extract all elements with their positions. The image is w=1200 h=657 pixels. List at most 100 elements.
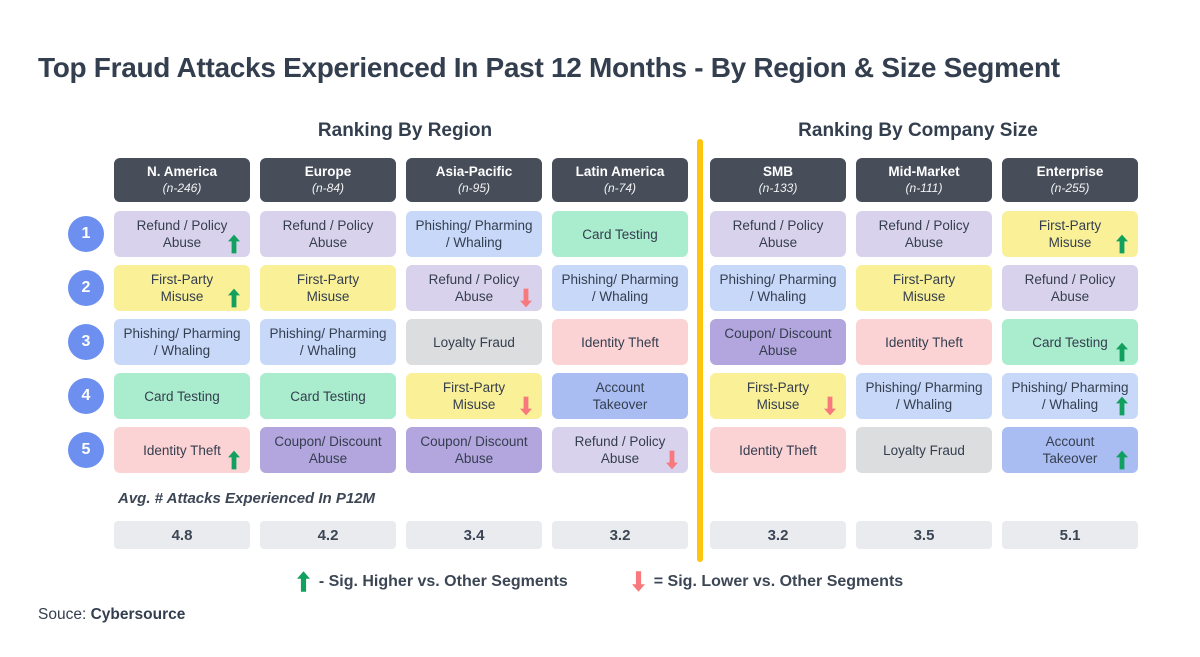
fraud-cell-label: First-Party Misuse [892, 272, 956, 304]
avg-cell-latin-america: 3.2 [552, 521, 688, 549]
fraud-cell: Refund / Policy Abuse [856, 211, 992, 257]
fraud-cell-label: Loyalty Fraud [433, 334, 515, 350]
rank-row-1: 1 Refund / Policy Abuse Refund / Policy … [68, 211, 1148, 257]
fraud-cell-label: First-Party Misuse [296, 272, 360, 304]
sig-lower-arrow-icon [520, 288, 532, 308]
fraud-cell-label: Card Testing [290, 388, 366, 404]
rank-2-badge: 2 [68, 270, 104, 306]
legend-higher-label: - Sig. Higher vs. Other Segments [318, 572, 568, 590]
fraud-cell-label: Account Takeover [1042, 434, 1098, 466]
sig-higher-arrow-icon [1116, 450, 1128, 470]
sig-higher-arrow-icon [1116, 234, 1128, 254]
fraud-cell-label: Refund / Policy Abuse [136, 218, 228, 250]
column-name: Mid-Market [888, 164, 960, 180]
fraud-cell: Phishing/ Pharming / Whaling [552, 265, 688, 311]
fraud-cell: Account Takeover [552, 373, 688, 419]
fraud-cell: Refund / Policy Abuse [406, 265, 542, 311]
fraud-cell-label: First-Party Misuse [746, 380, 810, 412]
fraud-cell: Refund / Policy Abuse [114, 211, 250, 257]
fraud-cell-label: Card Testing [582, 226, 658, 242]
fraud-cell-label: Coupon/ Discount Abuse [274, 434, 382, 466]
sig-higher-arrow-icon [228, 450, 240, 470]
fraud-cell: Identity Theft [856, 319, 992, 365]
fraud-cell-label: Identity Theft [143, 442, 221, 458]
fraud-cell-label: Card Testing [1032, 334, 1108, 350]
fraud-cell-label: Account Takeover [592, 380, 648, 412]
fraud-cell: Refund / Policy Abuse [1002, 265, 1138, 311]
fraud-cell: First-Party Misuse [114, 265, 250, 311]
column-name: Europe [304, 164, 352, 180]
fraud-cell: First-Party Misuse [710, 373, 846, 419]
fraud-cell-label: Refund / Policy Abuse [282, 218, 374, 250]
group-divider-line [697, 139, 703, 562]
fraud-cell-label: Refund / Policy Abuse [878, 218, 970, 250]
column-header-mid-market: Mid-Market (n-111) [856, 158, 992, 202]
sig-higher-arrow-icon [228, 288, 240, 308]
sig-higher-arrow-icon [1116, 342, 1128, 362]
fraud-cell-label: Phishing/ Pharming / Whaling [1011, 380, 1129, 412]
significance-legend: - Sig. Higher vs. Other Segments = Sig. … [0, 571, 1200, 592]
fraud-cell: Refund / Policy Abuse [260, 211, 396, 257]
source-name: Cybersource [90, 606, 186, 623]
legend-lower-label: = Sig. Lower vs. Other Segments [653, 572, 904, 590]
column-header-latin-america: Latin America (n-74) [552, 158, 688, 202]
fraud-cell: Phishing/ Pharming / Whaling [710, 265, 846, 311]
rank-badge-slot: 3 [68, 319, 104, 365]
fraud-cell-label: First-Party Misuse [150, 272, 214, 304]
column-name: N. America [146, 164, 218, 180]
fraud-cell: Phishing/ Pharming / Whaling [1002, 373, 1138, 419]
avg-cell-asia-pacific: 3.4 [406, 521, 542, 549]
column-name: Enterprise [1036, 164, 1104, 180]
avg-row: 4.8 4.2 3.4 3.2 3.2 3.5 5.1 [68, 521, 1148, 549]
header-row: N. America (n-246) Europe (n-84) Asia-Paci… [68, 158, 1148, 202]
fraud-cell: Phishing/ Pharming / Whaling [260, 319, 396, 365]
fraud-cell: Refund / Policy Abuse [552, 427, 688, 473]
fraud-cell-label: Phishing/ Pharming / Whaling [561, 272, 679, 304]
group-gap [698, 265, 700, 311]
fraud-cell-label: Phishing/ Pharming / Whaling [415, 218, 533, 250]
rank-row-2: 2 First-Party Misuse First-Party Misuse … [68, 265, 1148, 311]
rank-column-spacer [68, 521, 104, 549]
column-sample-size: (n-84) [311, 181, 344, 196]
fraud-cell-label: First-Party Misuse [1038, 218, 1102, 250]
rank-badge-slot: 1 [68, 211, 104, 257]
rank-row-5: 5 Identity Theft Coupon/ Discount Abuse … [68, 427, 1148, 473]
group-gap [698, 373, 700, 419]
page-title: Top Fraud Attacks Experienced In Past 12… [38, 52, 1060, 83]
group-gap [698, 521, 700, 549]
fraud-cell: Loyalty Fraud [856, 427, 992, 473]
fraud-cell: First-Party Misuse [1002, 211, 1138, 257]
column-sample-size: (n-246) [162, 181, 202, 196]
column-sample-size: (n-133) [758, 181, 798, 196]
sig-lower-arrow-icon [666, 450, 678, 470]
column-header-asia-pacific: Asia-Pacific (n-95) [406, 158, 542, 202]
source-prefix: Souce: [38, 606, 87, 623]
source-line: Souce: Cybersource [38, 606, 185, 624]
fraud-cell: First-Party Misuse [856, 265, 992, 311]
column-header-europe: Europe (n-84) [260, 158, 396, 202]
fraud-cell-label: Refund / Policy Abuse [428, 272, 520, 304]
section-title-company-size: Ranking By Company Size [798, 120, 1038, 141]
fraud-cell: Card Testing [1002, 319, 1138, 365]
fraud-cell: Phishing/ Pharming / Whaling [114, 319, 250, 365]
group-gap [698, 427, 700, 473]
fraud-cell: Identity Theft [552, 319, 688, 365]
avg-cell-europe: 4.2 [260, 521, 396, 549]
fraud-cell: Card Testing [114, 373, 250, 419]
fraud-cell-label: Refund / Policy Abuse [732, 218, 824, 250]
sig-lower-arrow-icon [520, 396, 532, 416]
column-header-smb: SMB (n-133) [710, 158, 846, 202]
avg-cell-n-america: 4.8 [114, 521, 250, 549]
fraud-cell-label: Loyalty Fraud [883, 442, 965, 458]
sig-higher-arrow-icon [1116, 396, 1128, 416]
fraud-cell-label: Refund / Policy Abuse [1024, 272, 1116, 304]
section-title-region: Ranking By Region [317, 120, 493, 141]
column-header-enterprise: Enterprise (n-255) [1002, 158, 1138, 202]
fraud-cell: Phishing/ Pharming / Whaling [406, 211, 542, 257]
sig-higher-arrow-icon [228, 234, 240, 254]
avg-cell-smb: 3.2 [710, 521, 846, 549]
sig-higher-arrow-icon [296, 571, 310, 592]
fraud-cell: Identity Theft [114, 427, 250, 473]
rank-5-badge: 5 [68, 432, 104, 468]
